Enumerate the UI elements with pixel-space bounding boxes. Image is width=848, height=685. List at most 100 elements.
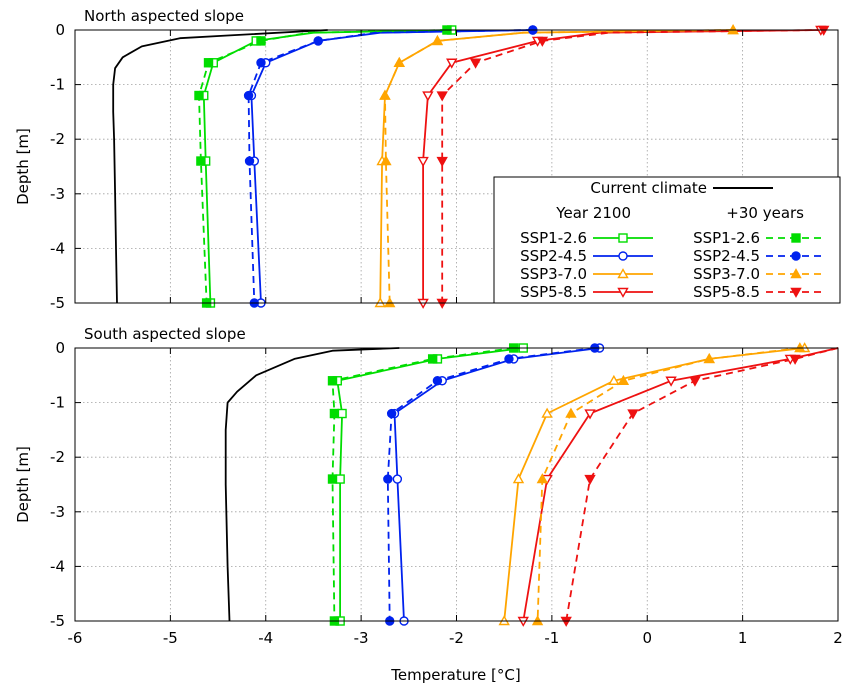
y-axis-label: Depth [m] — [14, 128, 32, 205]
legend-entry-marker — [791, 251, 801, 261]
series-line — [386, 347, 595, 622]
data-point — [244, 156, 255, 166]
y-tick-label: -4 — [50, 557, 65, 575]
data-point — [386, 408, 397, 419]
series-line — [565, 347, 839, 622]
x-tick-label: -4 — [258, 629, 273, 647]
data-point — [584, 474, 596, 485]
data-point — [380, 155, 392, 166]
data-point — [446, 58, 458, 69]
legend-entry-label: SSP3-7.0 — [520, 265, 587, 283]
legend-col2-header: +30 years — [726, 204, 804, 222]
data-point — [536, 473, 549, 484]
data-point — [703, 352, 715, 364]
series-line — [198, 29, 448, 304]
data-point — [665, 376, 677, 387]
series-line — [250, 29, 533, 304]
y-tick-label: -1 — [50, 394, 65, 412]
data-point — [469, 58, 482, 69]
data-point — [243, 90, 254, 101]
legend-col1-header: Year 2100 — [555, 204, 631, 222]
legend-entry-marker — [791, 233, 801, 243]
legend: Current climate Year 2100 +30 years SSP1… — [493, 176, 841, 304]
legend-entry-label: SSP5-8.5 — [693, 283, 760, 301]
y-tick-label: -5 — [50, 294, 65, 312]
data-point — [196, 156, 206, 166]
data-point — [327, 376, 338, 386]
y-tick-label: -2 — [50, 130, 65, 148]
series-line — [503, 347, 805, 622]
data-point — [337, 408, 347, 419]
data-point — [256, 58, 266, 68]
data-point — [436, 156, 448, 167]
x-tick-label: 2 — [833, 629, 843, 647]
data-point — [393, 56, 405, 67]
data-point — [608, 374, 620, 385]
legend-entry-marker — [617, 268, 629, 279]
x-tick-label: -3 — [354, 629, 369, 647]
x-tick-label: -2 — [449, 629, 464, 647]
data-point — [431, 34, 444, 46]
data-point — [256, 36, 266, 46]
legend-entry-label: SSP1-2.6 — [693, 229, 760, 247]
x-axis-label: Temperature [°C] — [390, 666, 520, 684]
y-tick-label: -3 — [50, 185, 65, 203]
data-point — [422, 91, 434, 102]
legend-entry-label: SSP3-7.0 — [693, 265, 760, 283]
series-line — [393, 347, 600, 622]
x-tick-label: -1 — [544, 629, 559, 647]
legend-entry-label: SSP5-8.5 — [520, 283, 587, 301]
x-tick-label: 1 — [738, 629, 748, 647]
data-point — [383, 474, 393, 484]
data-point — [536, 36, 549, 47]
y-tick-label: -1 — [50, 76, 65, 94]
panel-title: North aspected slope — [84, 7, 244, 25]
data-point — [436, 91, 448, 102]
data-point — [427, 354, 438, 364]
data-point — [379, 89, 391, 100]
data-point — [194, 90, 204, 101]
legend-entry-marker — [618, 251, 628, 261]
y-tick-label: -5 — [50, 612, 65, 630]
legend-entry-marker — [618, 233, 628, 243]
data-point — [789, 354, 801, 365]
y-tick-label: -3 — [50, 503, 65, 521]
legend-box — [493, 176, 841, 304]
data-point — [417, 156, 429, 167]
y-axis-label: Depth [m] — [14, 446, 32, 523]
x-tick-label: -5 — [163, 629, 178, 647]
legend-entry-label: SSP2-4.5 — [520, 247, 587, 265]
data-point — [627, 409, 639, 420]
series-line — [247, 29, 533, 304]
data-point — [617, 374, 630, 385]
series-line — [331, 347, 514, 622]
data-point — [584, 409, 596, 420]
legend-entry-label: SSP1-2.6 — [520, 229, 587, 247]
series-line — [224, 347, 400, 622]
north-panel: 0 -1 -2 -3 -4 -5 North aspected slope Depth [m] — [14, 7, 839, 312]
data-point — [432, 376, 443, 386]
data-point — [392, 474, 403, 484]
x-tick-label: -6 — [68, 629, 83, 647]
data-point — [313, 36, 323, 46]
series-line — [202, 29, 452, 304]
legend-entry-marker — [617, 287, 629, 298]
y-tick-label: 0 — [55, 339, 65, 357]
data-point — [335, 474, 345, 484]
data-point — [504, 354, 514, 364]
legend-current-label: Current climate — [590, 179, 707, 197]
data-point — [329, 408, 340, 419]
data-point — [327, 474, 338, 484]
series-line — [112, 29, 328, 304]
data-point — [203, 58, 214, 68]
data-point — [512, 473, 525, 484]
y-tick-label: -2 — [50, 448, 65, 466]
legend-entry-marker — [790, 287, 802, 298]
series-line — [536, 347, 801, 622]
data-point — [541, 407, 553, 418]
data-point — [689, 376, 701, 387]
y-tick-label: 0 — [55, 21, 65, 39]
data-point — [565, 407, 577, 418]
